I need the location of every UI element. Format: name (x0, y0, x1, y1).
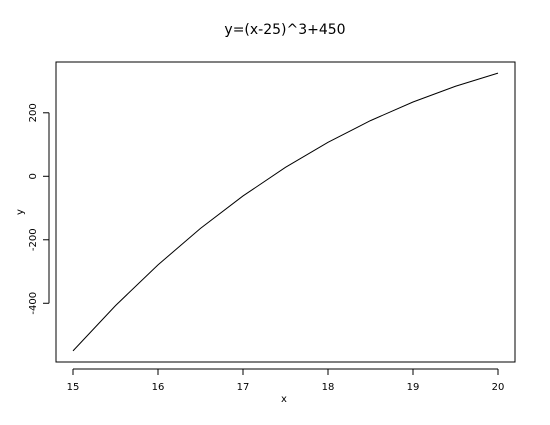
x-tick-label: 19 (407, 382, 420, 393)
y-tick-label: 200 (28, 103, 39, 122)
chart-title: y=(x-25)^3+450 (224, 22, 345, 38)
curve (72, 72, 499, 352)
y-tick-label: 0 (28, 173, 39, 179)
x-tick-label: 16 (152, 382, 165, 393)
x-tick-label: 17 (237, 382, 250, 393)
x-axis-label: x (281, 394, 287, 405)
y-tick-label: -400 (28, 292, 39, 315)
y-tick-label: -200 (28, 228, 39, 251)
plot-frame (55, 61, 516, 363)
y-axis-label: y (15, 209, 26, 215)
x-tick-label: 18 (322, 382, 335, 393)
x-tick-label: 15 (67, 382, 80, 393)
x-tick-label: 20 (492, 382, 505, 393)
